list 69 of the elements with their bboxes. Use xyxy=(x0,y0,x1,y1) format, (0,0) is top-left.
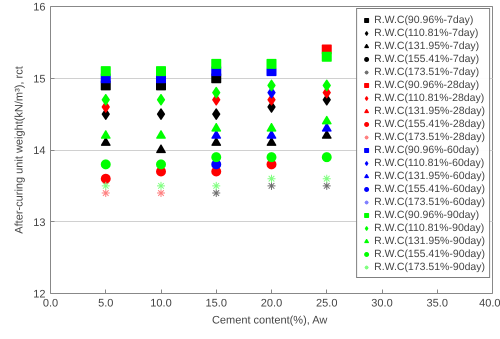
point xyxy=(211,152,222,162)
legend-label: R.W.C(131.95%-90day) xyxy=(374,234,485,247)
point xyxy=(156,94,166,106)
point xyxy=(267,174,276,184)
point xyxy=(156,159,166,170)
point xyxy=(156,181,166,190)
x-tick-label: 10.0 xyxy=(150,298,172,310)
point xyxy=(322,152,332,162)
point xyxy=(211,122,222,132)
legend-label: R.W.C(110.81%-7day) xyxy=(374,26,478,39)
point xyxy=(266,152,276,162)
point xyxy=(322,181,332,190)
y-tick-label: 12 xyxy=(33,288,46,300)
legend-label: R.W.C(173.51%-60day) xyxy=(374,195,485,208)
legend-label: R.W.C(173.51%-90day) xyxy=(374,260,485,273)
legend-label: R.W.C(90.96%-28day) xyxy=(374,78,480,91)
x-tick-label: 35.0 xyxy=(426,298,448,310)
point xyxy=(100,159,111,170)
legend-label: R.W.C(110.81%-60day) xyxy=(374,156,484,169)
point xyxy=(322,52,332,62)
legend-label: R.W.C(155.41%-28day) xyxy=(374,117,485,130)
x-tick-label: 20.0 xyxy=(260,298,282,310)
point xyxy=(156,188,166,198)
point xyxy=(212,181,221,190)
point xyxy=(211,137,222,146)
legend-label: R.W.C(173.51%-28day) xyxy=(374,130,485,143)
legend-label: R.W.C(155.41%-7day) xyxy=(374,52,480,65)
x-tick-label: 0.0 xyxy=(42,298,58,310)
y-tick-label: 14 xyxy=(33,145,46,157)
x-tick-label: 30.0 xyxy=(371,298,393,310)
y-tick-label: 16 xyxy=(33,2,46,14)
legend-label: R.W.C(110.81%-28day) xyxy=(374,91,484,104)
x-tick-label: 40.0 xyxy=(479,298,500,310)
y-tick-label: 15 xyxy=(33,73,46,86)
point xyxy=(156,66,166,76)
point xyxy=(156,130,166,139)
point xyxy=(212,188,221,198)
legend-label: R.W.C(155.41%-60day) xyxy=(374,182,485,195)
y-axis-title: After-curing unit weight(kN/m³), rct xyxy=(13,66,26,234)
legend-label: R.W.C(110.81%-90day) xyxy=(374,221,484,234)
legend-label: R.W.C(131.95%-60day) xyxy=(374,169,485,182)
legend-label: R.W.C(90.96%-90day) xyxy=(374,208,480,221)
point xyxy=(156,108,166,120)
point xyxy=(322,122,332,132)
point xyxy=(101,188,110,198)
legend-label: R.W.C(173.51%-7day) xyxy=(374,65,480,78)
y-tick-label: 13 xyxy=(33,216,46,229)
point xyxy=(100,130,111,139)
point xyxy=(211,58,222,69)
x-tick-label: 15.0 xyxy=(206,298,227,310)
point xyxy=(156,144,166,154)
x-tick-label: 25.0 xyxy=(316,298,338,310)
point xyxy=(100,137,111,146)
legend-label: R.W.C(155.41%-90day) xyxy=(374,247,485,260)
point xyxy=(266,137,276,146)
legend-label: R.W.C(131.95%-7day) xyxy=(374,39,480,52)
point xyxy=(322,174,332,184)
point xyxy=(101,181,110,190)
point xyxy=(267,79,276,92)
point xyxy=(266,58,276,69)
point xyxy=(266,122,276,132)
point xyxy=(100,174,111,184)
x-tick-label: 5.0 xyxy=(98,298,114,310)
point xyxy=(100,66,111,76)
point xyxy=(322,116,332,124)
legend-label: R.W.C(131.95%-28day) xyxy=(374,104,485,117)
legend-label: R.W.C(90.96%-7day) xyxy=(374,13,474,26)
x-axis-title: Cement content(%), Aw xyxy=(212,314,328,326)
legend-label: R.W.C(90.96%-60day) xyxy=(374,143,480,156)
